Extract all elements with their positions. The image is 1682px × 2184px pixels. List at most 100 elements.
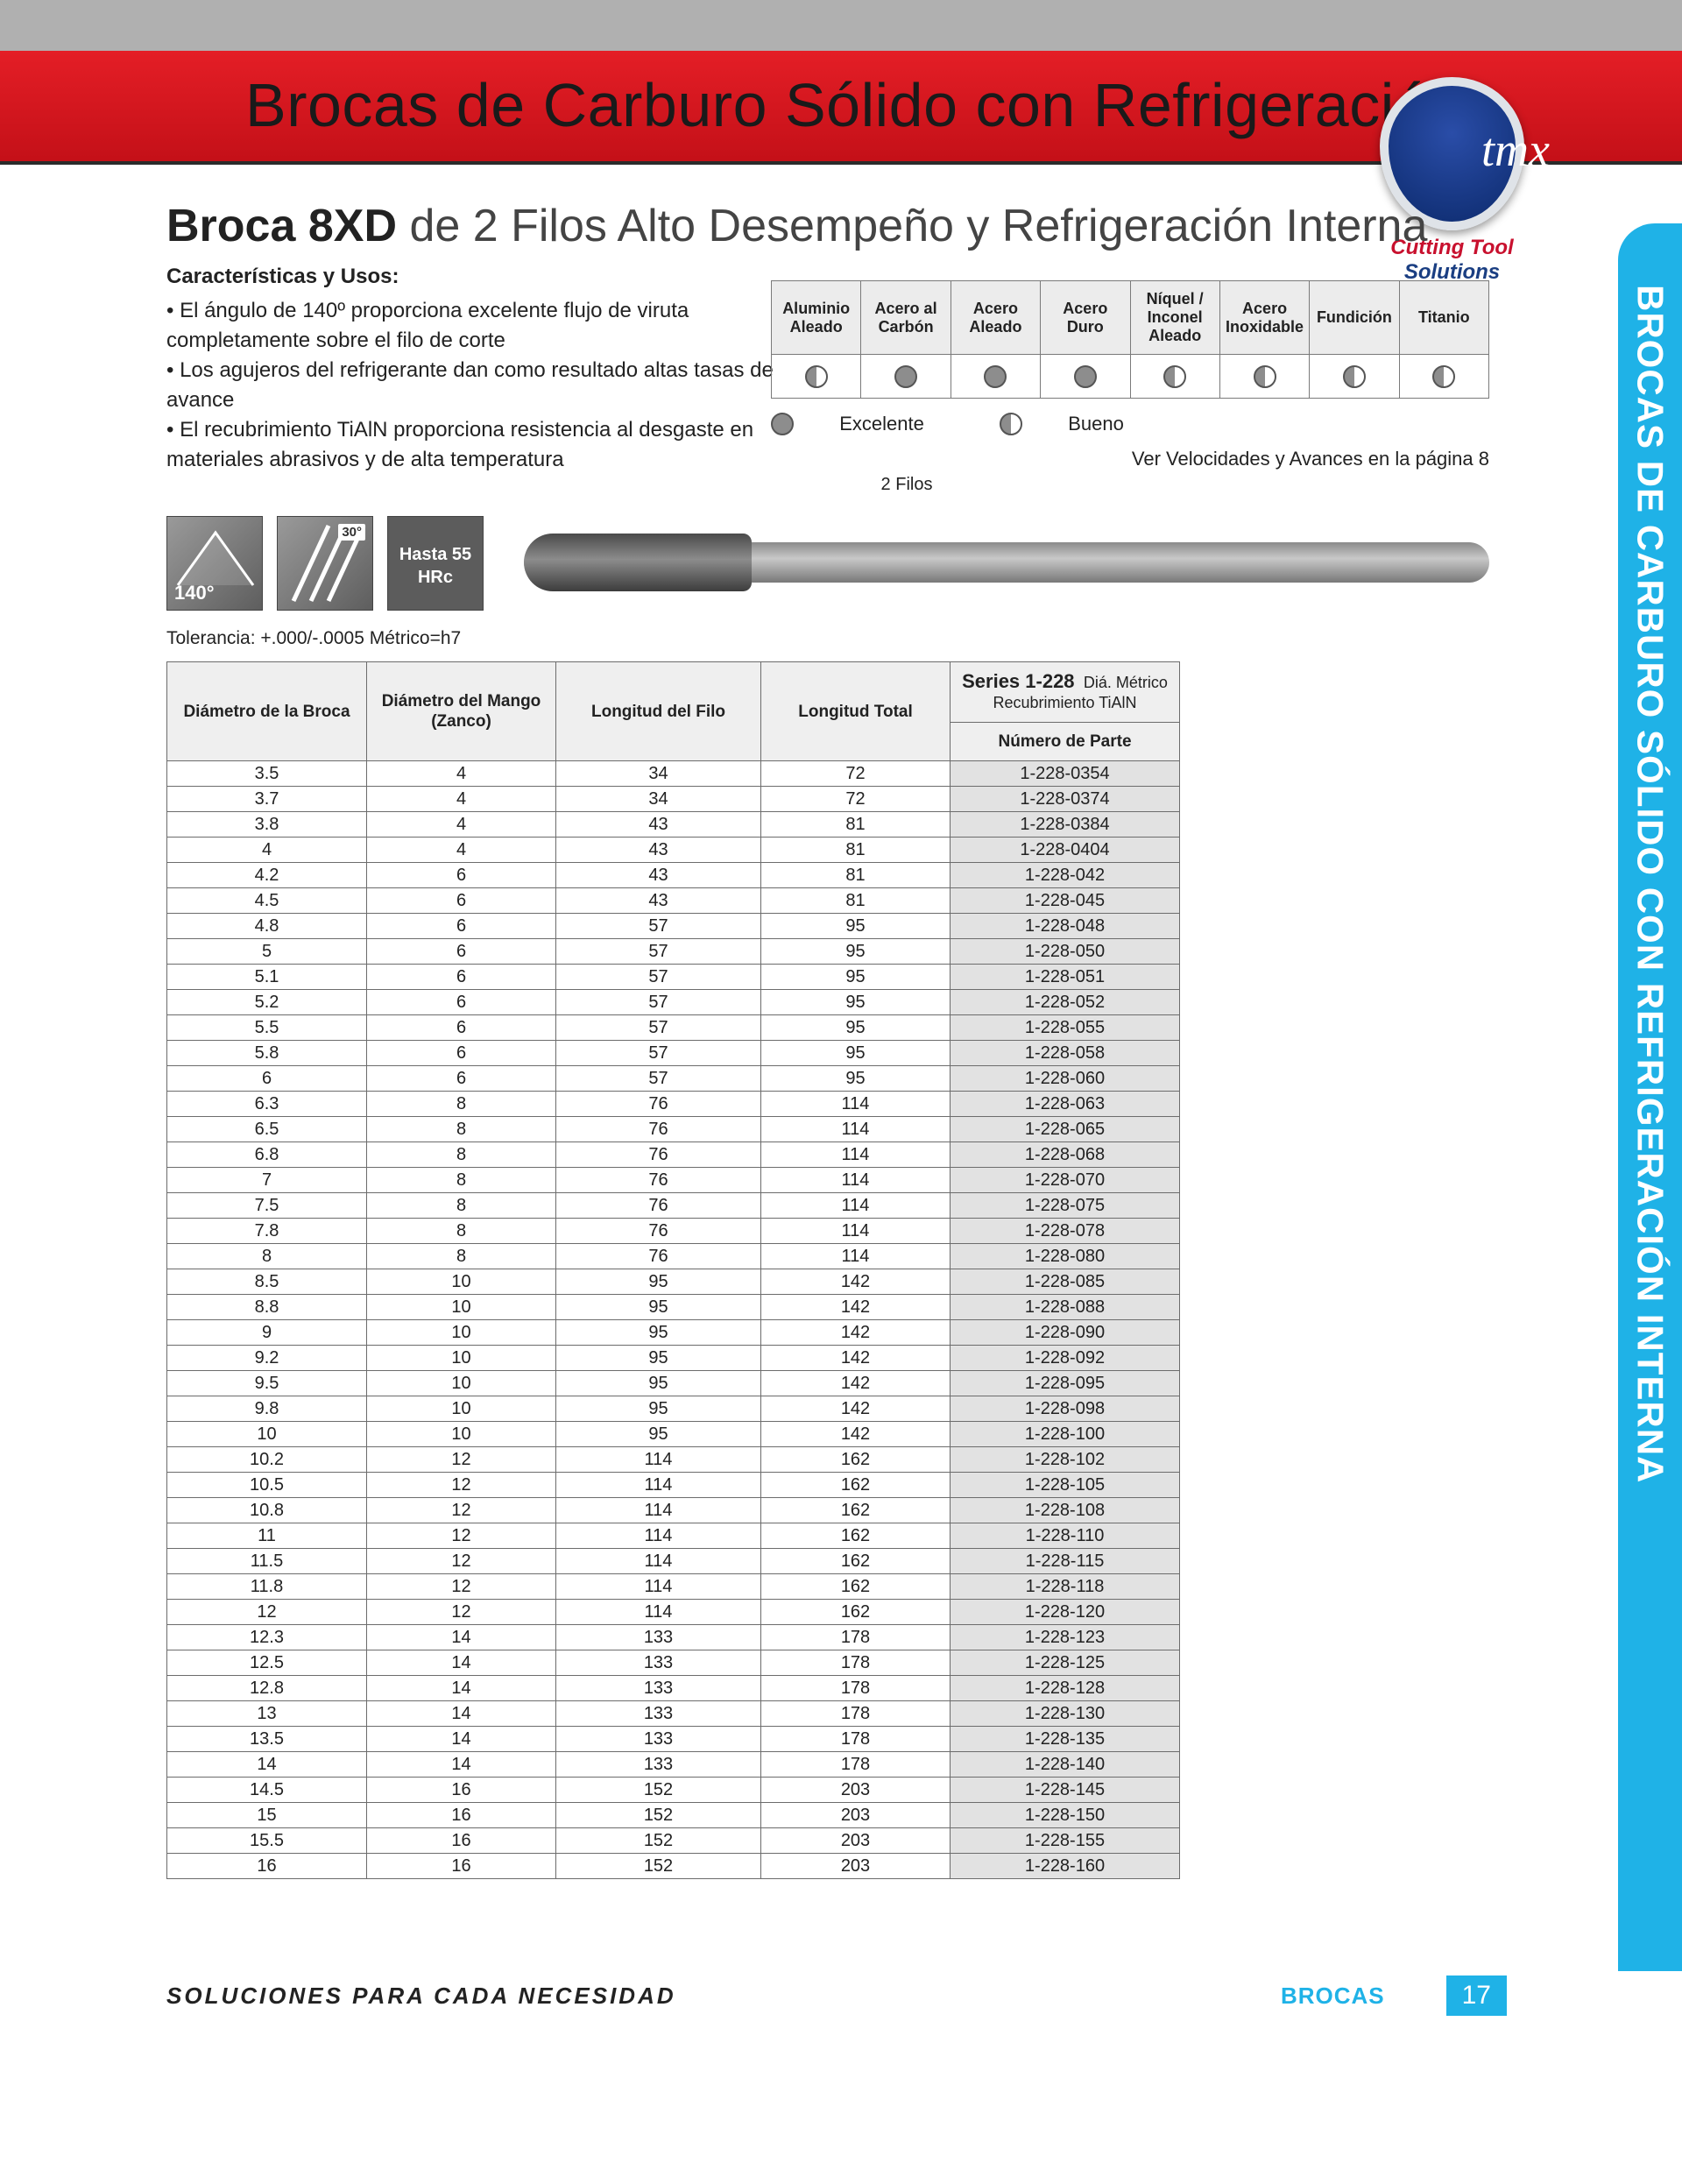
spec-cell: 6	[367, 863, 556, 888]
spec-cell: 1-228-088	[951, 1295, 1180, 1320]
spec-cell: 3.7	[167, 787, 367, 812]
spec-row: 9.210951421-228-092	[167, 1346, 1180, 1371]
rating-circle-icon	[984, 365, 1007, 388]
spec-cell: 1-228-140	[951, 1752, 1180, 1778]
spec-cell: 1-228-130	[951, 1701, 1180, 1727]
rating-circle-icon	[1254, 365, 1276, 388]
spec-cell: 95	[556, 1269, 761, 1295]
spec-cell: 95	[761, 965, 951, 990]
spec-cell: 81	[761, 812, 951, 838]
spec-cell: 114	[761, 1142, 951, 1168]
spec-row: 5657951-228-050	[167, 939, 1180, 965]
spec-cell: 3.5	[167, 761, 367, 787]
spec-cell: 14	[367, 1752, 556, 1778]
spec-cell: 14	[367, 1701, 556, 1727]
spec-cell: 162	[761, 1523, 951, 1549]
spec-cell: 142	[761, 1269, 951, 1295]
spec-cell: 1-228-110	[951, 1523, 1180, 1549]
spec-cell: 11	[167, 1523, 367, 1549]
feature-item: El recubrimiento TiAlN proporciona resis…	[166, 415, 832, 475]
spec-cell: 57	[556, 1041, 761, 1066]
material-col: Fundición	[1310, 281, 1399, 355]
spec-cell: 203	[761, 1828, 951, 1854]
spec-cell: 1-228-085	[951, 1269, 1180, 1295]
spec-cell: 81	[761, 888, 951, 914]
spec-cell: 95	[556, 1320, 761, 1346]
spec-cell: 8	[167, 1244, 367, 1269]
spec-cell: 12.3	[167, 1625, 367, 1650]
spec-cell: 1-228-052	[951, 990, 1180, 1015]
spec-cell: 76	[556, 1117, 761, 1142]
spec-cell: 8.5	[167, 1269, 367, 1295]
spec-cell: 43	[556, 888, 761, 914]
spec-row: 4443811-228-0404	[167, 838, 1180, 863]
spec-cell: 12	[367, 1473, 556, 1498]
spec-row: 14.5161522031-228-145	[167, 1778, 1180, 1803]
product-title-bold: Broca 8XD	[166, 201, 397, 251]
spec-row: 10.8121141621-228-108	[167, 1498, 1180, 1523]
spec-cell: 10	[367, 1346, 556, 1371]
material-rating	[1130, 355, 1219, 399]
spec-cell: 1-228-048	[951, 914, 1180, 939]
spec-cell: 9.8	[167, 1396, 367, 1422]
spec-cell: 1-228-100	[951, 1422, 1180, 1447]
spec-cell: 12.5	[167, 1650, 367, 1676]
spec-cell: 1-228-063	[951, 1092, 1180, 1117]
spec-row: 7.58761141-228-075	[167, 1193, 1180, 1219]
legend-excellent-icon	[771, 413, 794, 435]
material-col: Titanio	[1399, 281, 1488, 355]
spec-cell: 12	[367, 1523, 556, 1549]
spec-cell: 1-228-108	[951, 1498, 1180, 1523]
material-rating	[1041, 355, 1130, 399]
series-sub2: Recubrimiento TiAlN	[993, 694, 1136, 711]
material-rating	[861, 355, 951, 399]
spec-cell: 1-228-065	[951, 1117, 1180, 1142]
material-rating	[772, 355, 861, 399]
point-angle-icon: 140°	[166, 516, 263, 611]
material-col: Acero Duro	[1041, 281, 1130, 355]
spec-cell: 178	[761, 1752, 951, 1778]
spec-cell: 1-228-045	[951, 888, 1180, 914]
spec-cell: 5.1	[167, 965, 367, 990]
spec-cell: 34	[556, 761, 761, 787]
spec-cell: 14.5	[167, 1778, 367, 1803]
spec-cell: 34	[556, 787, 761, 812]
spec-cell: 95	[556, 1346, 761, 1371]
product-title-rest: de 2 Filos Alto Desempeño y Refrigeració…	[397, 201, 1427, 251]
spec-row: 5.8657951-228-058	[167, 1041, 1180, 1066]
spec-cell: 4	[167, 838, 367, 863]
spec-cell: 114	[761, 1168, 951, 1193]
spec-cell: 76	[556, 1092, 761, 1117]
spec-cell: 1-228-0384	[951, 812, 1180, 838]
spec-cell: 16	[367, 1828, 556, 1854]
spec-row: 6.88761141-228-068	[167, 1142, 1180, 1168]
spec-cell: 12	[367, 1447, 556, 1473]
spec-cell: 11.5	[167, 1549, 367, 1574]
col-flute-len: Longitud del Filo	[556, 662, 761, 761]
spec-cell: 57	[556, 939, 761, 965]
spec-row: 12121141621-228-120	[167, 1600, 1180, 1625]
spec-cell: 9.5	[167, 1371, 367, 1396]
rating-circle-icon	[1074, 365, 1097, 388]
spec-cell: 6	[367, 914, 556, 939]
spec-cell: 16	[367, 1803, 556, 1828]
spec-cell: 95	[761, 990, 951, 1015]
spec-cell: 6	[367, 1066, 556, 1092]
spec-cell: 15.5	[167, 1828, 367, 1854]
rating-circle-icon	[1163, 365, 1186, 388]
spec-cell: 9	[167, 1320, 367, 1346]
spec-cell: 10.5	[167, 1473, 367, 1498]
spec-cell: 1-228-070	[951, 1168, 1180, 1193]
spec-cell: 6	[367, 888, 556, 914]
spec-cell: 5.5	[167, 1015, 367, 1041]
material-col: Aluminio Aleado	[772, 281, 861, 355]
spec-row: 11.5121141621-228-115	[167, 1549, 1180, 1574]
spec-cell: 4	[367, 787, 556, 812]
spec-cell: 1-228-0354	[951, 761, 1180, 787]
series-label: Series 1-228	[962, 670, 1074, 692]
spec-row: 4.8657951-228-048	[167, 914, 1180, 939]
spec-cell: 1-228-155	[951, 1828, 1180, 1854]
spec-cell: 10	[367, 1396, 556, 1422]
spec-cell: 1-228-095	[951, 1371, 1180, 1396]
material-suitability: Aluminio AleadoAcero al CarbónAcero Alea…	[771, 280, 1489, 470]
